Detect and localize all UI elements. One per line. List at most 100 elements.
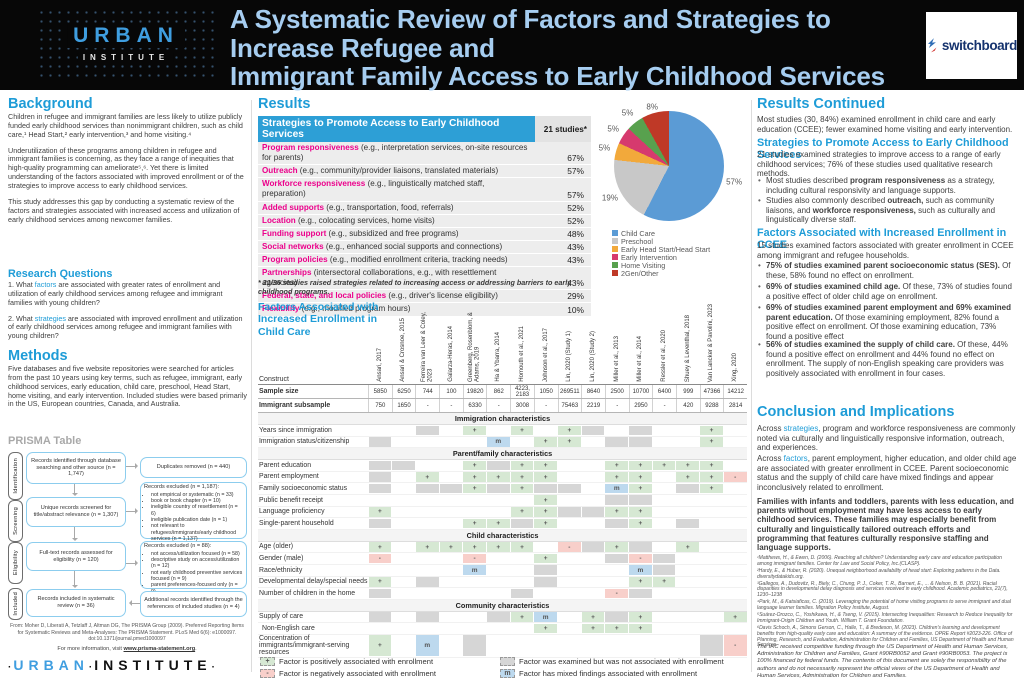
factor-cell [534,483,558,494]
factor-mark-p: + [605,472,629,482]
legend-swatch-icon: + [260,656,275,666]
factor-mark-x [605,495,629,506]
factor-cell [368,472,392,483]
factor-cell [486,495,510,506]
legend-swatch-icon [500,656,515,666]
factor-cell [415,577,439,588]
text-segment: factors [783,454,808,463]
factor-mark-x [463,635,486,657]
study-column-header: Ansari & Crosnoe, 2015 [392,300,416,384]
factor-cell [723,565,747,576]
strategy-row: Outreach (e.g., community/provider liais… [258,165,591,179]
factor-cell [392,565,416,576]
factor-cell: + [700,437,724,448]
factor-cell: + [510,507,534,518]
study-column-header: Xing, 2020 [723,300,747,384]
factor-mark-n: - [723,635,747,657]
study-column-header: Ferreira van Leer & Coley, 2023 [415,300,439,384]
factor-cell [392,483,416,494]
text-segment: 56% of studies examined the supply of ch… [766,340,955,349]
factor-cell [558,495,582,506]
strategy-label: Program policies (e.g., modified enrollm… [258,254,532,266]
factor-mark-p: + [605,507,629,517]
factor-cell: + [605,623,629,634]
factor-cell [392,437,416,448]
factor-cell: - [605,588,629,599]
meta-value: - [533,399,558,412]
factor-mark-p: + [652,577,676,587]
factors-legend-text: Factor was examined but was not associat… [519,656,724,666]
strategy-label: Added supports (e.g., transportation, fo… [258,202,532,214]
footnote: ⁵Suárez-Orozco, C., Yoshikawa, H., & Tse… [757,612,1013,624]
title-line-2: Immigrant Family Access to Early Childho… [230,61,885,92]
wordmark-institute: INSTITUTE [94,657,212,673]
strategy-desc: (e.g., modified program hours) [299,304,411,314]
factor-mark-x [439,483,463,494]
factor-cell [652,553,676,564]
factor-mark-p: + [415,542,439,552]
factor-cell [368,460,392,471]
conclusion-paragraph: Across factors, parent employment, highe… [757,454,1018,492]
factor-label: Number of children in the home [259,589,356,597]
flow-arrow-line [130,603,140,604]
factor-cell [652,588,676,599]
factor-cell [558,518,582,529]
strategy-row: Partnerships (intersectoral collaboratio… [258,267,591,291]
factor-mark-x [415,577,439,587]
factor-cell [629,495,653,506]
strategy-label: Federal, state, and local policies (e.g.… [258,290,532,302]
factor-cell [676,623,700,634]
strategy-name: Flexibility [262,304,300,314]
strategy-name: Program policies [262,254,328,264]
background-paragraph: Underutilization of these programs among… [8,145,244,191]
research-questions-heading: Research Questions [8,268,113,280]
text-segment: Families with infants and toddlers, pare… [757,497,1014,552]
factor-mark-x [486,460,510,471]
prisma-statement-link[interactable]: www.prisma-statement.org [123,646,196,652]
pie-chart [614,111,724,221]
factor-mark-p: + [486,518,510,529]
study-name: Xing, 2020 [732,353,738,382]
factor-label: Immigration status/citizenship [259,438,350,446]
factor-mark-p: + [439,542,463,552]
factors-header-row: Construct Ansari, 2017 Ansari & Crosnoe, 2… [258,300,747,385]
research-question: 2. What strategies are associated with i… [8,314,248,342]
factor-mark-p: + [676,460,700,471]
legend-swatch-icon [612,230,618,236]
factor-cell [700,553,724,564]
factor-mark-x [368,483,392,494]
factor-mark-p: + [652,460,676,471]
meta-row: Immigrant subsample 750 1650- -6330-3008-75… [258,399,747,413]
meta-value: 4223, 2183 [510,385,534,398]
factor-mark-x [486,612,510,622]
factor-cell [676,565,700,576]
factor-mark-p: + [510,507,534,517]
factor-cell: + [368,542,392,553]
text-segment: Of these, 73% of studies found a positiv… [766,282,1012,301]
factor-row: Public benefit receipt + [258,495,747,507]
pie-legend-item: Early Intervention [612,253,710,262]
factor-cell: + [676,472,700,483]
factor-mark-m: m [629,565,652,576]
results-heading: Results [258,96,311,112]
factor-cell [439,495,463,506]
factor-cell [700,542,724,553]
study-column-header: Miller et al., 2014 [629,300,653,384]
study-column-header: Ressler et al., 2020 [652,300,676,384]
factor-cell: + [652,577,676,588]
construct-cell: Construct [258,300,368,384]
factor-cell [415,495,439,506]
factor-mark-p: + [534,518,557,529]
strategies-header-title: Strategies to Promote Access to Early Ch… [258,116,535,142]
factor-cell [534,588,558,599]
disclaimer: The IRC received competitive funding thr… [757,644,1009,679]
factor-cell: + [415,542,439,553]
factor-mark-p: + [368,507,392,517]
flow-arrow-line [74,571,75,586]
text-segment: , parent employment, higher education, a… [757,454,1017,492]
factor-cell [700,495,724,506]
footnote: ¹Matthews, H., & Ewen, D. (2006). Reachi… [757,555,1002,567]
factor-mark-x [676,518,700,529]
strategy-name: Social networks [262,241,324,251]
factor-cell [510,588,534,599]
